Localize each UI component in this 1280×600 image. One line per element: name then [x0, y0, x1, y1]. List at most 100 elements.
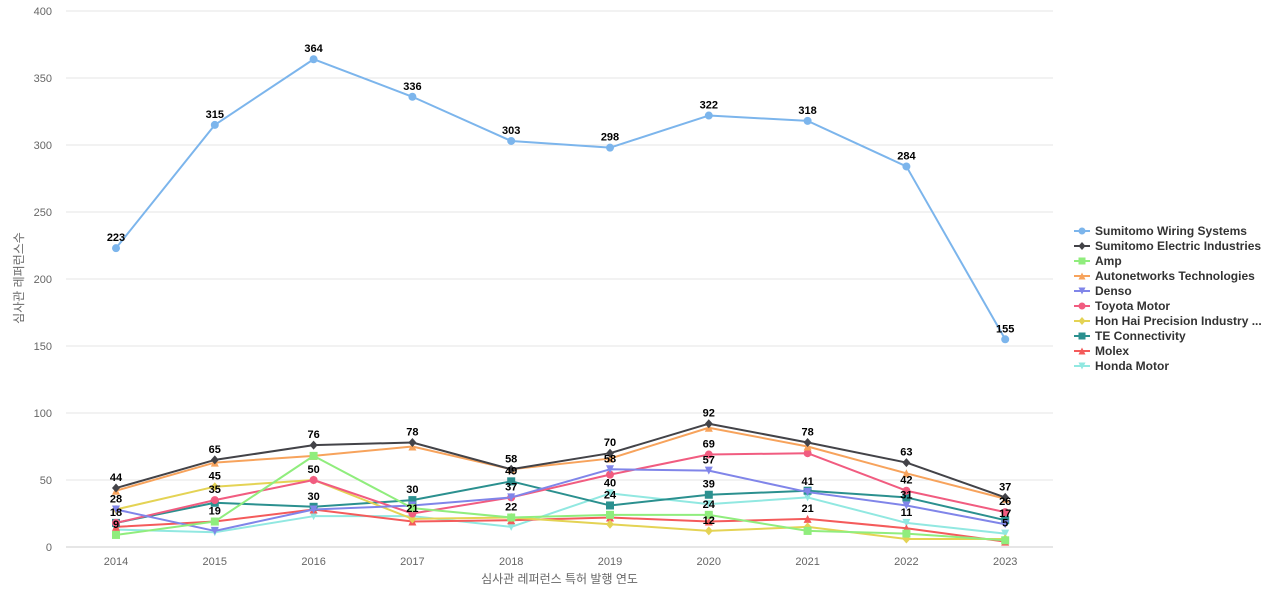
data-point	[704, 490, 713, 499]
series-autonetworks-technologies	[112, 423, 1010, 503]
data-point	[803, 488, 812, 497]
legend-label: Autonetworks Technologies	[1095, 269, 1255, 283]
data-label: 44	[110, 472, 123, 484]
series-line	[115, 468, 1007, 532]
data-point	[408, 504, 417, 513]
series-line	[115, 422, 1007, 499]
data-label: 30	[307, 491, 319, 503]
legend-label: Sumitomo Wiring Systems	[1095, 224, 1247, 238]
data-point	[606, 489, 614, 498]
y-tick-label: 0	[46, 542, 52, 554]
data-label: 70	[604, 437, 616, 449]
data-point	[408, 496, 417, 505]
legend-label: Molex	[1095, 344, 1129, 358]
data-point	[902, 493, 911, 502]
data-point	[902, 529, 911, 538]
data-point	[704, 450, 713, 459]
y-tick-label: 50	[40, 475, 52, 487]
legend-swatch-marker	[1078, 272, 1086, 280]
legend-item: Molex	[1074, 344, 1129, 358]
data-point	[902, 518, 911, 527]
data-point	[704, 111, 713, 120]
legend-item: Honda Motor	[1074, 359, 1169, 373]
data-point	[210, 120, 219, 129]
axes: 0 50 100 150 200 250 300 350 400 2014 2015 2016 2017…	[12, 6, 1017, 586]
data-label: 26	[999, 496, 1011, 508]
data-label: 155	[996, 323, 1014, 335]
data-point	[309, 476, 318, 484]
x-tick-label: 2023	[993, 556, 1017, 568]
series-line	[115, 58, 1007, 341]
data-label: 63	[900, 447, 912, 459]
data-label: 21	[406, 503, 418, 515]
data-point	[606, 501, 614, 510]
series-sumitomo-wiring-systems	[112, 55, 1010, 344]
series-sumitomo-electric-industries	[112, 419, 1010, 502]
data-point	[507, 513, 516, 522]
data-label: 18	[110, 507, 122, 519]
data-point	[1001, 529, 1010, 538]
data-point	[309, 55, 318, 64]
data-point	[507, 477, 516, 486]
y-axis-title: 심사관 레퍼런스수	[12, 232, 26, 324]
data-point	[704, 526, 713, 536]
series-honda-motor	[112, 489, 1010, 538]
x-tick-label: 2017	[400, 556, 424, 568]
data-point	[803, 449, 812, 458]
data-label: 303	[502, 125, 520, 137]
data-point	[309, 505, 318, 514]
data-point	[704, 517, 713, 526]
series-line	[115, 452, 1007, 524]
data-label: 57	[703, 455, 715, 467]
data-label: 315	[206, 109, 224, 121]
legend-label: Denso	[1095, 284, 1132, 298]
data-point	[704, 500, 713, 509]
data-label: 21	[801, 503, 813, 515]
data-label: 37	[505, 481, 517, 493]
data-label: 31	[900, 489, 912, 501]
data-label: 298	[601, 132, 619, 144]
data-label: 78	[801, 426, 813, 438]
legend-swatch-marker	[1078, 227, 1086, 235]
legend-item: Denso	[1074, 284, 1132, 298]
data-point	[606, 465, 614, 474]
data-point	[507, 522, 516, 531]
data-point	[1001, 335, 1010, 344]
data-label: 5	[1002, 518, 1008, 530]
data-point	[803, 493, 812, 502]
data-label: 30	[406, 484, 418, 496]
data-point	[507, 136, 516, 145]
data-label: 284	[897, 150, 916, 162]
data-label: 65	[209, 444, 221, 456]
legend-swatch-marker	[1078, 257, 1086, 265]
data-label: 49	[505, 465, 517, 477]
data-point	[902, 469, 911, 478]
data-label: 58	[505, 453, 517, 465]
data-label: 17	[999, 508, 1011, 520]
data-label: 37	[999, 481, 1011, 493]
data-point	[1001, 516, 1010, 525]
data-label: 35	[209, 484, 221, 496]
data-label: 22	[505, 502, 517, 514]
legend-label: Amp	[1095, 254, 1122, 268]
legend-item: Amp	[1074, 254, 1122, 268]
x-tick-label: 2021	[795, 556, 819, 568]
data-point	[704, 466, 713, 475]
legend-swatch-marker	[1078, 317, 1086, 325]
legend-swatch-marker	[1078, 362, 1086, 370]
series-group	[112, 55, 1010, 546]
data-point	[309, 512, 318, 521]
legend-swatch-marker	[1078, 242, 1086, 250]
legend-label: Hon Hai Precision Industry ...	[1095, 314, 1262, 328]
x-tick-label: 2016	[301, 556, 325, 568]
legend-label: Honda Motor	[1095, 359, 1169, 373]
data-label: 76	[307, 429, 319, 441]
data-label: 322	[700, 100, 718, 112]
series-line	[115, 508, 1007, 543]
legend-swatch-marker	[1078, 287, 1086, 295]
x-tick-label: 2020	[697, 556, 721, 568]
legend-label: TE Connectivity	[1095, 329, 1186, 343]
data-point	[606, 454, 614, 463]
